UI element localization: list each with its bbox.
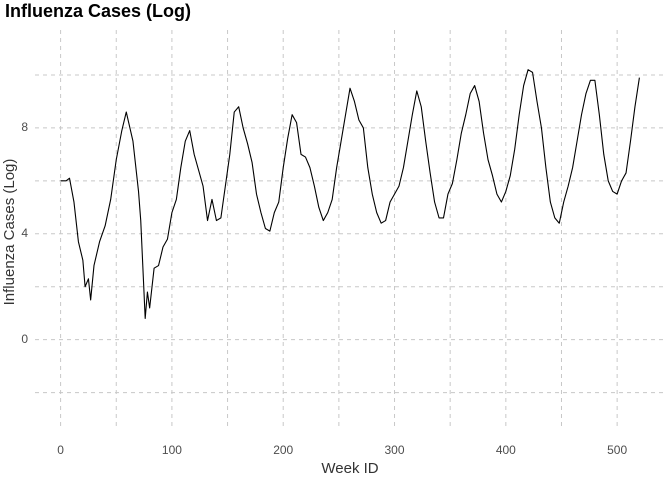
x-tick-label: 200 — [273, 443, 293, 457]
y-axis-label: Influenza Cases (Log) — [1, 159, 18, 306]
y-tick-label: 8 — [21, 120, 28, 134]
x-tick-label: 100 — [162, 443, 182, 457]
x-tick-label: 0 — [57, 443, 64, 457]
data-line — [60, 69, 640, 320]
y-tick-label: 4 — [21, 226, 28, 240]
x-tick-label: 400 — [496, 443, 516, 457]
x-tick-label: 300 — [385, 443, 405, 457]
chart-title: Influenza Cases (Log) — [5, 1, 191, 21]
y-tick-label: 0 — [21, 332, 28, 346]
x-axis-label: Week ID — [321, 460, 378, 477]
x-tick-label: 500 — [607, 443, 627, 457]
